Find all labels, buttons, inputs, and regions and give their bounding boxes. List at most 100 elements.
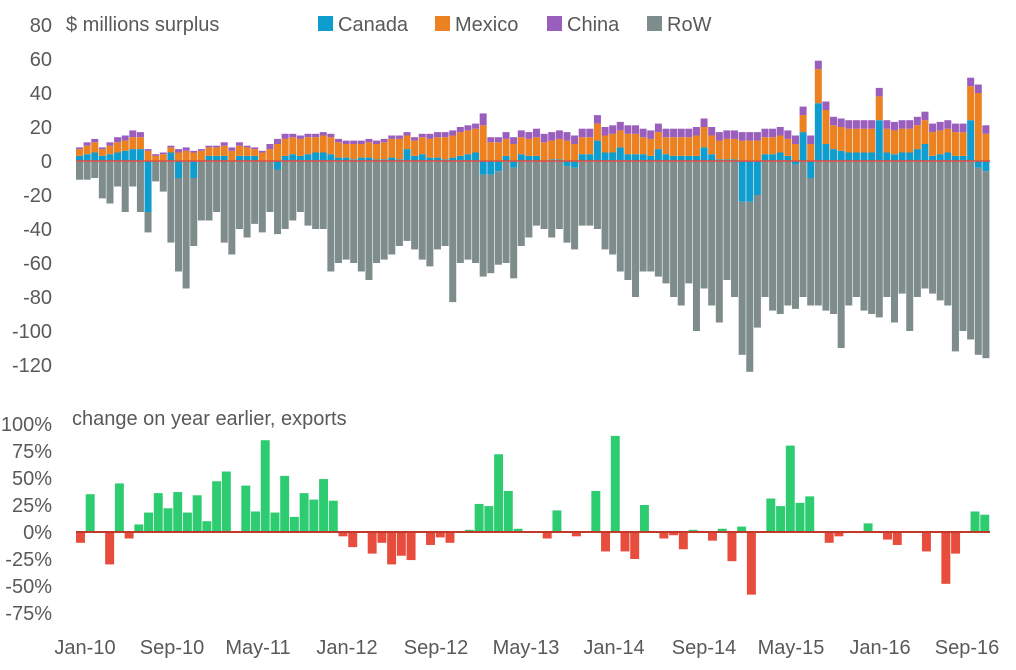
- bar-canada: [982, 161, 990, 172]
- bar-china: [654, 123, 662, 133]
- bar-mexico: [662, 137, 670, 155]
- bar-china: [342, 140, 350, 144]
- bar-negative: [941, 532, 951, 584]
- bar-row: [533, 161, 541, 226]
- bar-row: [175, 178, 183, 272]
- bar-canada: [334, 157, 342, 161]
- bar-row: [830, 161, 838, 314]
- bar-mexico: [837, 127, 845, 151]
- bar-mexico: [441, 137, 449, 160]
- bar-mexico: [921, 120, 929, 144]
- bar-positive: [241, 485, 251, 532]
- bar-mexico: [746, 140, 754, 161]
- bar-mexico: [312, 137, 320, 153]
- bar-china: [380, 138, 388, 143]
- bar-mexico: [845, 128, 853, 153]
- bar-china: [662, 128, 670, 138]
- bar-canada: [868, 152, 876, 161]
- bar-canada: [98, 155, 106, 161]
- bar-mexico: [616, 130, 624, 148]
- bar-row: [593, 161, 601, 229]
- bar-positive: [280, 475, 290, 532]
- bar-china: [746, 132, 754, 141]
- bar-row: [913, 161, 921, 297]
- top-y-tick: 60: [30, 49, 52, 71]
- bar-canada: [951, 155, 959, 161]
- bottom-y-tick: 75%: [12, 441, 52, 463]
- bar-canada: [632, 154, 640, 161]
- bar-row: [731, 161, 739, 297]
- bar-canada: [670, 155, 678, 161]
- bar-row: [875, 161, 883, 318]
- bar-positive: [319, 479, 329, 532]
- bar-canada: [906, 152, 914, 161]
- bar-positive: [591, 490, 601, 532]
- bar-china: [182, 147, 190, 151]
- legend: Canada Mexico China RoW: [318, 14, 712, 36]
- bar-canada: [464, 154, 472, 161]
- bar-row: [738, 201, 746, 355]
- bar-row: [228, 161, 236, 255]
- bar-china: [936, 121, 944, 131]
- bar-mexico: [936, 130, 944, 155]
- bar-china: [426, 133, 434, 139]
- bar-canada: [365, 157, 373, 161]
- bar-negative: [76, 532, 85, 543]
- bar-mexico: [327, 137, 335, 155]
- bar-row: [563, 166, 571, 243]
- bar-canada: [959, 155, 967, 161]
- bar-mexico: [654, 132, 662, 150]
- bar-china: [533, 128, 541, 138]
- top-y-tick: -60: [23, 253, 52, 275]
- bar-positive: [153, 493, 163, 532]
- bar-mexico: [433, 137, 441, 158]
- bar-positive: [114, 483, 124, 532]
- bar-mexico: [494, 142, 502, 161]
- bar-china: [296, 135, 304, 139]
- bottom-y-tick: 0%: [23, 522, 52, 544]
- bottom-y-tick: -25%: [5, 549, 52, 571]
- bar-mexico: [114, 142, 122, 153]
- bar-row: [129, 161, 137, 187]
- bar-china: [228, 147, 236, 151]
- bar-mexico: [380, 142, 388, 160]
- bar-canada: [479, 161, 487, 175]
- bar-mexico: [136, 137, 144, 150]
- bar-china: [517, 130, 525, 138]
- bar-row: [197, 161, 205, 221]
- bar-china: [220, 142, 228, 146]
- bar-canada: [213, 155, 221, 161]
- bar-mexico: [106, 145, 114, 155]
- bar-row: [357, 161, 365, 272]
- bar-row: [312, 161, 320, 229]
- bar-china: [624, 125, 632, 134]
- bar-mexico: [982, 133, 990, 161]
- bar-china: [670, 128, 678, 138]
- bar-canada: [769, 154, 777, 161]
- bottom-y-tick: -75%: [5, 603, 52, 625]
- bar-row: [944, 161, 952, 306]
- bar-row: [540, 161, 548, 229]
- bar-china: [266, 144, 274, 150]
- bar-row: [670, 161, 678, 297]
- bar-row: [136, 161, 144, 212]
- bar-canada: [533, 155, 541, 161]
- bar-canada: [784, 155, 792, 161]
- bar-canada: [761, 154, 769, 161]
- bar-canada: [175, 161, 183, 178]
- bar-china: [677, 128, 685, 138]
- bar-china: [472, 123, 480, 129]
- bar-row: [510, 167, 518, 279]
- bar-mexico: [83, 145, 91, 155]
- bar-canada: [319, 152, 327, 161]
- bar-positive: [776, 506, 786, 532]
- bar-canada: [936, 154, 944, 161]
- bar-mexico: [418, 137, 426, 155]
- bar-canada: [441, 159, 449, 161]
- x-tick-label: Sep-10: [140, 637, 205, 659]
- bar-mexico: [167, 147, 175, 153]
- bar-mexico: [967, 86, 975, 121]
- bar-mexico: [738, 140, 746, 161]
- bar-canada: [129, 149, 137, 161]
- bar-canada: [411, 155, 419, 161]
